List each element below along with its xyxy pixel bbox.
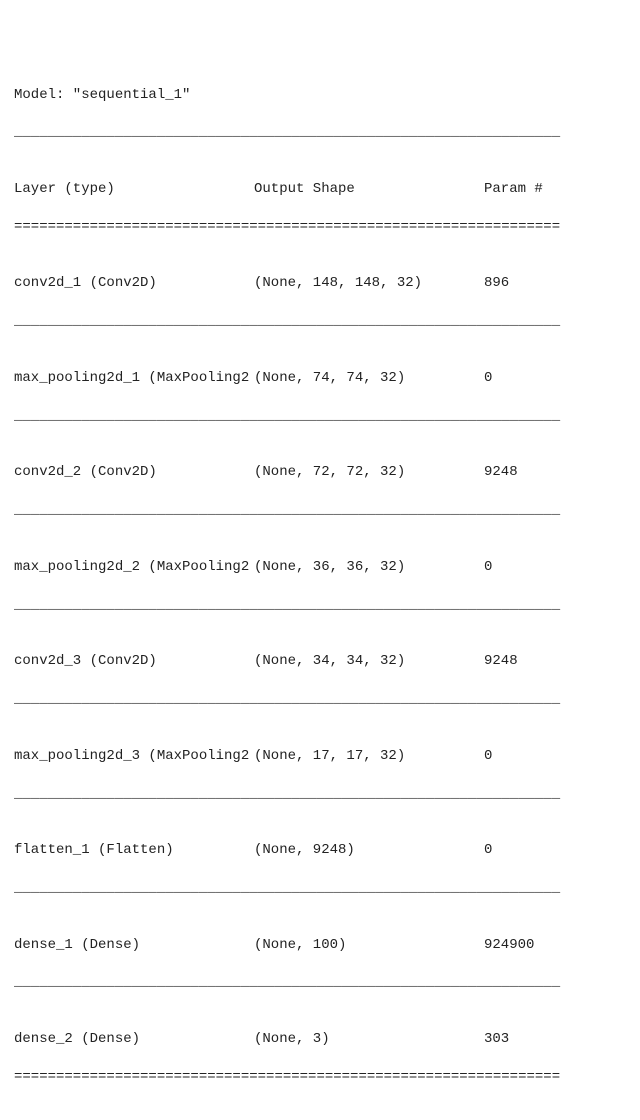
cell-param: 0 [484,841,626,860]
cell-layer: conv2d_1 (Conv2D) [14,274,254,293]
cell-output: (None, 148, 148, 32) [254,274,484,293]
cell-output: (None, 17, 17, 32) [254,747,484,766]
cell-layer: conv2d_3 (Conv2D) [14,652,254,671]
cell-output: (None, 72, 72, 32) [254,463,484,482]
cell-param: 9248 [484,652,626,671]
model-title: Model: "sequential_1" [14,86,626,105]
cell-output: (None, 34, 34, 32) [254,652,484,671]
cell-output: (None, 74, 74, 32) [254,369,484,388]
cell-param: 303 [484,1030,626,1049]
cell-param: 896 [484,274,626,293]
rule-line: ________________________________________… [14,973,624,992]
header-param: Param # [484,180,626,199]
cell-output: (None, 3) [254,1030,484,1049]
table-row: dense_1 (Dense) (None, 100) 924900 [14,936,626,955]
rule-line: ________________________________________… [14,690,624,709]
cell-layer: dense_1 (Dense) [14,936,254,955]
rule-line: ________________________________________… [14,312,624,331]
rule-line: ________________________________________… [14,879,624,898]
header-output: Output Shape [254,180,484,199]
cell-layer: max_pooling2d_2 (MaxPooling2 [14,558,254,577]
cell-layer: max_pooling2d_1 (MaxPooling2 [14,369,254,388]
table-row: max_pooling2d_1 (MaxPooling2 (None, 74, … [14,369,626,388]
cell-param: 9248 [484,463,626,482]
table-row: conv2d_1 (Conv2D) (None, 148, 148, 32) 8… [14,274,626,293]
rule-line: ________________________________________… [14,123,624,142]
header-layer: Layer (type) [14,180,254,199]
table-row: max_pooling2d_2 (MaxPooling2 (None, 36, … [14,558,626,577]
table-row: conv2d_3 (Conv2D) (None, 34, 34, 32) 924… [14,652,626,671]
cell-layer: max_pooling2d_3 (MaxPooling2 [14,747,254,766]
table-row: conv2d_2 (Conv2D) (None, 72, 72, 32) 924… [14,463,626,482]
table-row: flatten_1 (Flatten) (None, 9248) 0 [14,841,626,860]
cell-param: 0 [484,747,626,766]
cell-layer: conv2d_2 (Conv2D) [14,463,254,482]
header-row: Layer (type) Output Shape Param # [14,180,626,199]
rule-line: ________________________________________… [14,407,624,426]
table-row: max_pooling2d_3 (MaxPooling2 (None, 17, … [14,747,626,766]
cell-param: 924900 [484,936,626,955]
cell-output: (None, 100) [254,936,484,955]
double-rule: ========================================… [14,1068,624,1087]
cell-output: (None, 36, 36, 32) [254,558,484,577]
cell-param: 0 [484,558,626,577]
cell-layer: dense_2 (Dense) [14,1030,254,1049]
table-row: dense_2 (Dense) (None, 3) 303 [14,1030,626,1049]
double-rule: ========================================… [14,218,624,237]
cell-param: 0 [484,369,626,388]
cell-output: (None, 9248) [254,841,484,860]
rule-line: ________________________________________… [14,501,624,520]
cell-layer: flatten_1 (Flatten) [14,841,254,860]
rule-line: ________________________________________… [14,785,624,804]
rule-line: ________________________________________… [14,596,624,615]
